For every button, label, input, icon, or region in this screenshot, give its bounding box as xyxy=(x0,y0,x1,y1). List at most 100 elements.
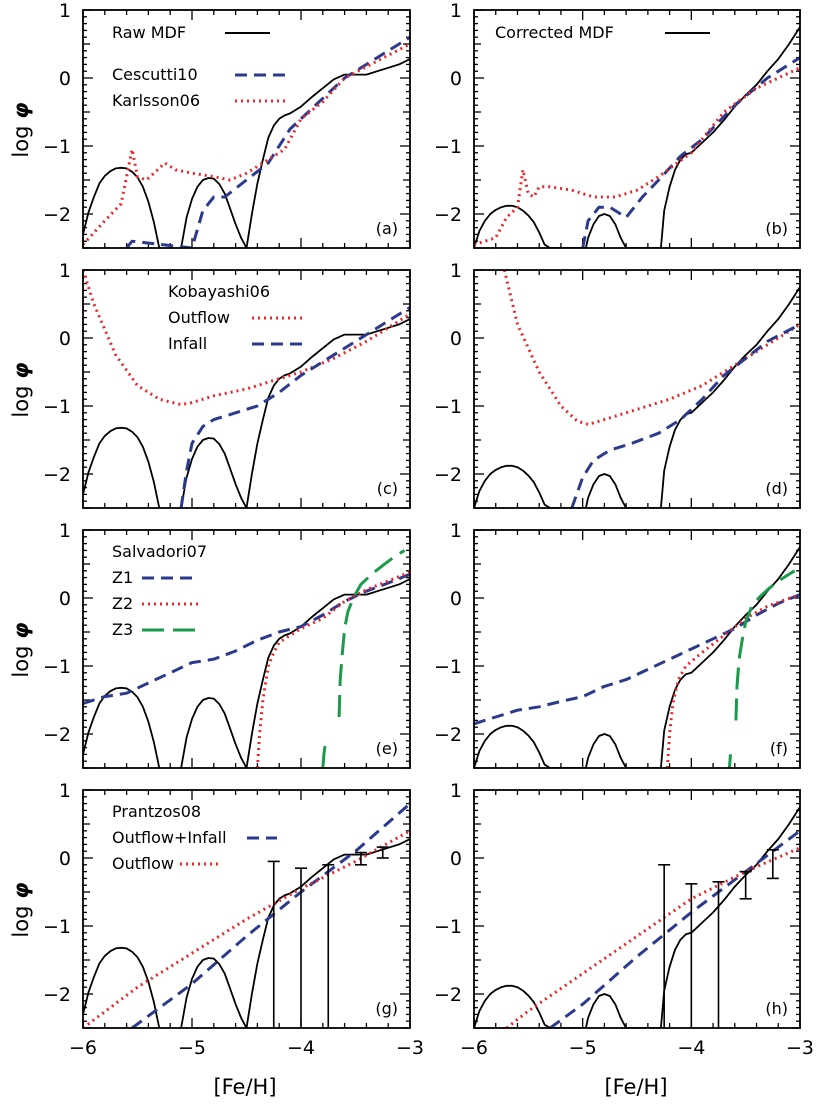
plot-area xyxy=(474,26,800,248)
panel-a: −2 −1 0 1 (a) xyxy=(43,0,411,249)
panel-tag: (h) xyxy=(765,999,788,1018)
panel-frame xyxy=(82,529,411,769)
x-tick-label: −3 xyxy=(396,1037,424,1059)
legend-label-z3: Z3 xyxy=(112,620,133,639)
series-line-z3-low-branch- xyxy=(321,737,328,768)
legend-label-outflow-g: Outflow xyxy=(112,854,174,873)
legend-label-z2: Z2 xyxy=(112,594,133,613)
y-tick-label: −2 xyxy=(43,204,71,226)
series-line-z1 xyxy=(474,593,800,726)
svg-text:log φ: log φ xyxy=(9,882,33,937)
y-tick-label: 1 xyxy=(59,260,71,282)
series-line-infall xyxy=(570,323,800,508)
series-line-z3 xyxy=(337,549,406,718)
y-axis-title-row-3: log φ xyxy=(9,622,33,677)
panel-tag: (d) xyxy=(765,479,788,498)
y-tick-label: 1 xyxy=(59,520,71,542)
x-axis-title-right: [Fe/H] xyxy=(604,1075,667,1099)
panel-b: −2 −1 0 1 (b) xyxy=(434,0,801,249)
series-line-outflow xyxy=(83,270,410,407)
y-axis-title-row-4: log φ xyxy=(9,882,33,937)
series-line-outflow xyxy=(502,270,800,426)
x-tick-label: −6 xyxy=(69,1037,97,1059)
x-axis-title-left: [Fe/H] xyxy=(213,1075,276,1099)
y-tick-label: −1 xyxy=(434,396,462,418)
y-tick-label: 0 xyxy=(59,328,71,350)
y-tick-label: 0 xyxy=(450,328,462,350)
series-line-z3-low-branch- xyxy=(727,754,732,768)
y-tick-label: −1 xyxy=(43,656,71,678)
panel-c-legend: Kobayashi06 Outflow Infall xyxy=(168,282,304,353)
panel-frame xyxy=(82,269,411,509)
y-axis-titles: log φ log φ log φ log φ xyxy=(9,102,33,937)
x-tick-label: −4 xyxy=(677,1037,705,1059)
y-tick-label: 1 xyxy=(59,780,71,802)
panel-frame xyxy=(82,9,411,249)
svg-text:log φ: log φ xyxy=(9,362,33,417)
series-line-observed-mdf xyxy=(474,286,800,508)
y-tick-label: −1 xyxy=(43,136,71,158)
series-line-z2 xyxy=(665,593,800,768)
y-tick-label: 0 xyxy=(450,848,462,870)
panel-g-legend: Prantzos08 Outflow+Infall Outflow xyxy=(112,802,277,873)
y-axis-title-symbol: φ xyxy=(9,102,33,118)
x-tick-label: −3 xyxy=(786,1037,814,1059)
panel-frame xyxy=(473,789,801,1029)
y-axis-title-prefix: log xyxy=(9,119,33,158)
panel-f: −2 −1 0 1 (f) xyxy=(434,520,801,769)
legend-label-outflow: Outflow xyxy=(168,308,230,327)
series-line-observed-mdf xyxy=(474,806,800,1028)
y-tick-label: 0 xyxy=(59,588,71,610)
y-tick-label: 1 xyxy=(450,0,462,22)
panel-frame xyxy=(473,9,801,249)
panel-e: −2 −1 0 1 (e) xyxy=(43,520,411,769)
plot-area xyxy=(83,549,410,768)
series-line-outflow xyxy=(505,846,800,1028)
y-tick-label: 0 xyxy=(59,68,71,90)
panel-tag: (f) xyxy=(770,739,788,758)
panels: −2 −1 0 1 (a) −2 −1 0 1 (b) −2 −1 0 1 (c) −2 −1 0 1 (d) −2 −1… xyxy=(43,0,814,1059)
y-axis-title-row-1: log φ xyxy=(9,102,33,157)
y-tick-label: −1 xyxy=(434,916,462,938)
y-tick-label: 1 xyxy=(450,260,462,282)
x-tick-label: −5 xyxy=(569,1037,597,1059)
y-tick-label: −1 xyxy=(434,656,462,678)
panel-h: −2 −1 0 1 −6 −5 −4 −3 (h) xyxy=(434,780,814,1059)
y-axis-title-prefix: log xyxy=(9,379,33,418)
legend-label-corrected-mdf: Corrected MDF xyxy=(495,23,614,42)
y-tick-label: 0 xyxy=(59,848,71,870)
y-tick-label: 1 xyxy=(450,520,462,542)
plot-area xyxy=(474,806,800,1028)
panel-a-legend: Raw MDF Cescutti10 Karlsson06 xyxy=(112,23,287,110)
legend-heading-salvadori07: Salvadori07 xyxy=(112,542,207,561)
legend-heading-kobayashi06: Kobayashi06 xyxy=(168,282,270,301)
svg-text:log φ: log φ xyxy=(9,102,33,157)
y-tick-label: −2 xyxy=(434,724,462,746)
y-tick-label: −1 xyxy=(43,916,71,938)
svg-text:log φ: log φ xyxy=(9,622,33,677)
panel-frame xyxy=(473,269,801,509)
series-line-observed-mdf xyxy=(83,318,410,508)
panel-b-legend: Corrected MDF xyxy=(495,23,710,42)
y-tick-label: −2 xyxy=(43,464,71,486)
y-axis-title-row-2: log φ xyxy=(9,362,33,417)
y-axis-title-prefix: log xyxy=(9,899,33,938)
panel-tag: (c) xyxy=(377,479,398,498)
plot-area xyxy=(474,546,800,768)
plot-area xyxy=(83,35,410,248)
series-line-karlsson06 xyxy=(474,66,800,247)
panel-tag: (a) xyxy=(376,219,398,238)
y-axis-title-symbol: φ xyxy=(9,882,33,898)
panel-frame xyxy=(82,789,411,1029)
legend-label-cescutti10: Cescutti10 xyxy=(112,65,198,84)
plot-area xyxy=(474,270,800,508)
y-tick-label: −2 xyxy=(434,984,462,1006)
panel-g: −2 −1 0 1 −6 −5 −4 −3 (g) xyxy=(43,780,424,1059)
y-tick-label: −2 xyxy=(434,464,462,486)
y-tick-label: −2 xyxy=(43,724,71,746)
series-line-observed-mdf xyxy=(474,26,800,248)
series-line-outflow xyxy=(83,829,410,1028)
legend-heading-prantzos08: Prantzos08 xyxy=(112,802,201,821)
x-tick-label: −6 xyxy=(460,1037,488,1059)
